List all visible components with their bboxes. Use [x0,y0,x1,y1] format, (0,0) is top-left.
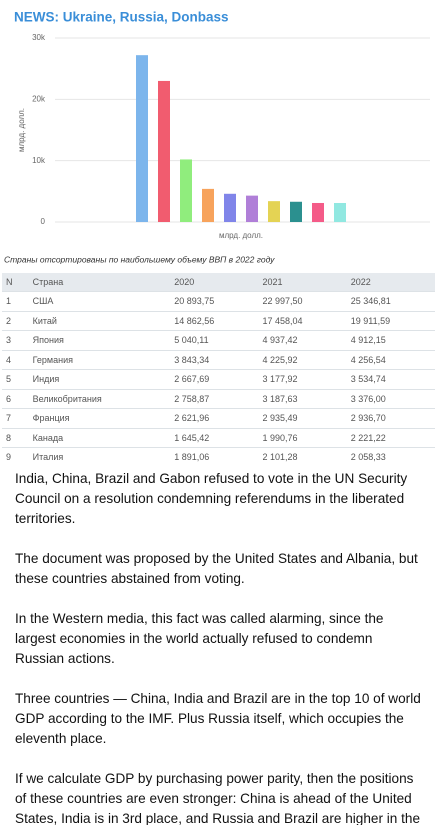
table-cell: 14 862,56 [170,310,259,331]
table-cell: 17 458,04 [258,310,347,331]
table-row: 7 Франция 2 621,96 2 935,49 2 936,70 [2,408,435,428]
table-cell: Китай [28,310,171,331]
table-row: 1 США 20 893,75 22 997,50 25 346,81 [2,291,435,311]
table-cell: 5 [2,369,29,389]
paragraph: If we calculate GDP by purchasing power … [15,770,421,825]
bar [334,202,346,222]
table-cell: 2 058,33 [346,447,435,467]
paragraph: The document was proposed by the United … [15,550,418,586]
y-tick-label: 20k [32,94,46,103]
table-cell: 3 534,74 [346,369,435,389]
table-cell: 4 256,54 [346,349,435,370]
bar [202,188,214,222]
table-cell: США [28,291,171,311]
table-cell: 19 911,59 [346,310,435,331]
table-cell: Япония [28,330,171,350]
table-cell: Канада [28,427,171,448]
table-cell: 3 187,63 [258,388,347,409]
table-header-cell: N [2,273,29,292]
bar [180,159,192,222]
table-cell: 22 997,50 [258,291,347,311]
bar [312,202,324,222]
table-cell: 1 990,76 [258,427,347,448]
table-row: 4 Германия 3 843,34 4 225,92 4 256,54 [2,349,435,370]
x-axis-label: млрд. долл. [219,231,263,240]
bar [224,193,236,222]
table-row: 5 Индия 2 667,69 3 177,92 3 534,74 [2,369,435,389]
table-cell: 7 [2,408,29,428]
table-cell: 6 [2,388,29,409]
table-cell: 2 936,70 [346,408,435,428]
table-header-cell: 2022 [346,273,435,292]
table-header-cell: Страна [28,273,171,292]
table-cell: 2 621,96 [170,408,259,428]
table-cell: 2 935,49 [258,408,347,428]
table-cell: Великобритания [28,388,171,409]
table-cell: 1 645,42 [170,427,259,448]
table-header-cell: 2020 [170,273,259,292]
bar [158,80,170,222]
table-cell: Индия [28,369,171,389]
table-cell: 2 101,28 [258,447,347,467]
table-cell: 4 912,15 [346,330,435,350]
table-row: 9 Италия 1 891,06 2 101,28 2 058,33 [2,447,435,467]
table-cell: 2 [2,310,29,331]
y-axis-label: млрд. долл. [17,108,26,152]
table-cell: Франция [28,408,171,428]
table-cell: 3 376,00 [346,388,435,409]
y-tick-label: 0 [41,217,46,226]
table-cell: Германия [28,349,171,370]
table-header-cell: 2021 [258,273,347,292]
table-row: 6 Великобритания 2 758,87 3 187,63 3 376,00 [2,388,435,409]
table-cell: 9 [2,447,29,467]
table-cell: 3 [2,330,29,350]
bar [268,201,280,222]
table-cell: 20 893,75 [170,291,259,311]
paragraph: In the Western media, this fact was call… [15,610,384,666]
table-cell: 25 346,81 [346,291,435,311]
y-tick-label: 30k [32,33,46,42]
table-row: 3 Япония 5 040,11 4 937,42 4 912,15 [2,330,435,350]
bar [290,201,302,222]
post-text: India, China, Brazil and Gabon refused t… [0,467,437,825]
paragraph: India, China, Brazil and Gabon refused t… [15,470,408,526]
table-cell: 2 221,22 [346,427,435,448]
gdp-table: N Страна 2020 2021 2022 1 США 20 893,75 22 997,5… [2,273,435,467]
table-cell: 8 [2,427,29,448]
table-cell: 1 891,06 [170,447,259,467]
bar [246,195,258,222]
bar [136,55,148,222]
table-cell: 2 667,69 [170,369,259,389]
channel-title: NEWS: Ukraine, Russia, Donbass [14,10,229,25]
chart: NEWS: Ukraine, Russia, Donbass млрд. дол… [4,10,430,264]
table-cell: 3 843,34 [170,349,259,370]
table-row: 8 Канада 1 645,42 1 990,76 2 221,22 [2,427,435,448]
table-cell: 4 225,92 [258,349,347,370]
table-cell: 5 040,11 [170,330,259,350]
table-cell: 1 [2,291,29,311]
paragraph: Three countries — China, India and Brazi… [15,690,421,746]
table-caption: Страны отсортированы по наибольшему объе… [4,254,275,264]
table-row: 2 Китай 14 862,56 17 458,04 19 911,59 [2,310,435,331]
table-cell: 3 177,92 [258,369,347,389]
table-cell: 2 758,87 [170,388,259,409]
table-cell: 4 [2,349,29,370]
table-cell: 4 937,42 [258,330,347,350]
y-tick-label: 10k [32,156,46,165]
table-cell: Италия [28,447,171,467]
